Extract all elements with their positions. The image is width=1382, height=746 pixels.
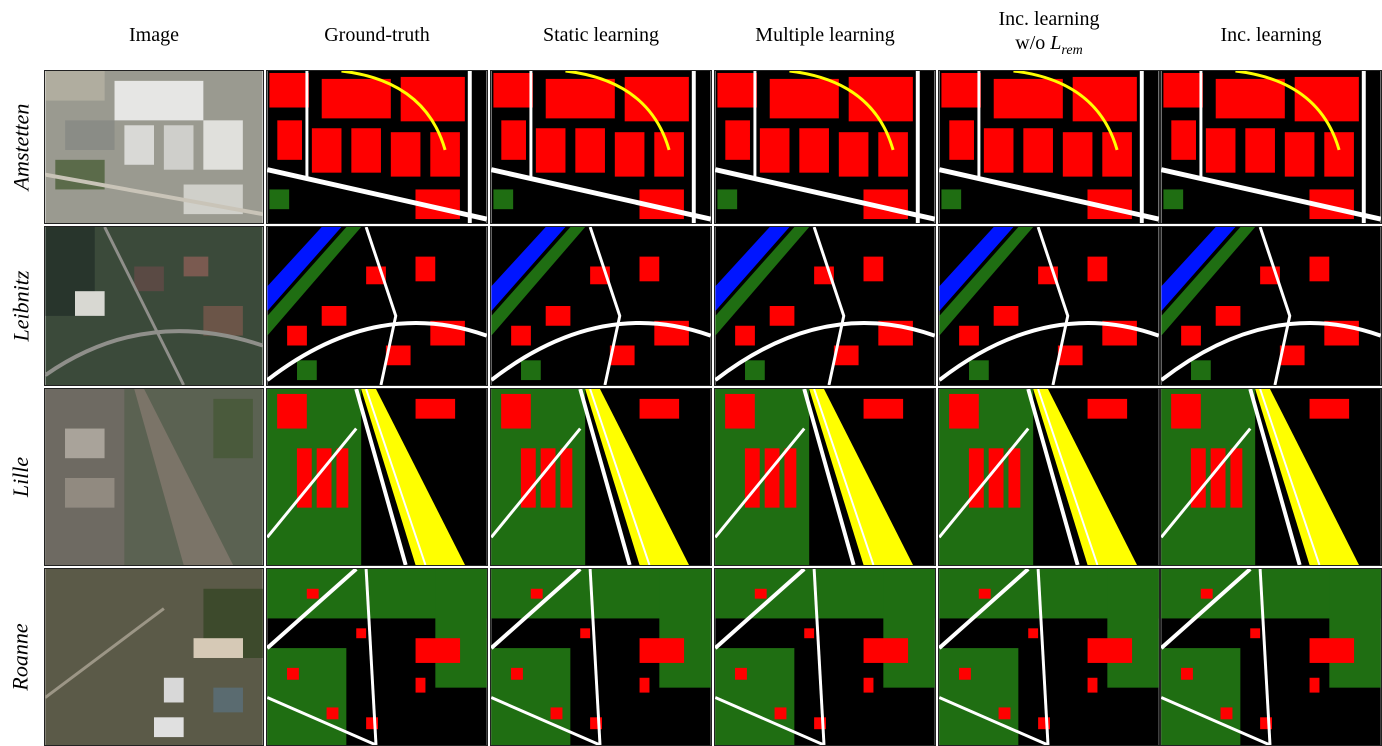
tile-amstetten-inc-learning-wo-lrem [938, 70, 1160, 224]
tile-lille-image [44, 388, 264, 566]
tile-amstetten-ground-truth [266, 70, 488, 224]
tile-leibnitz-ground-truth [266, 226, 488, 386]
header-line-2: w/o Lrem [1015, 32, 1083, 58]
tile-leibnitz-multiple-learning [714, 226, 936, 386]
tile-amstetten-static-learning [490, 70, 712, 224]
header-line-1: Inc. learning [998, 8, 1100, 30]
column-header-inc-learning-wo-lrem: Inc. learning w/o Lrem [938, 0, 1160, 70]
column-header-ground-truth: Ground-truth [324, 24, 430, 46]
tile-lille-inc-learning-wo-lrem [938, 388, 1160, 566]
tile-leibnitz-inc-learning-wo-lrem [938, 226, 1160, 386]
column-header-inc-learning: Inc. learning [1220, 24, 1322, 46]
tile-roanne-static-learning [490, 568, 712, 746]
row-label-amstetten: Amstetten [8, 103, 34, 191]
column-header-static-learning: Static learning [542, 24, 660, 46]
tile-amstetten-multiple-learning [714, 70, 936, 224]
column-header-multiple-learning: Multiple learning [755, 24, 895, 46]
tile-lille-ground-truth [266, 388, 488, 566]
tile-leibnitz-inc-learning [1160, 226, 1382, 386]
tile-roanne-inc-learning [1160, 568, 1382, 746]
tile-lille-inc-learning [1160, 388, 1382, 566]
tile-roanne-multiple-learning [714, 568, 936, 746]
tile-leibnitz-static-learning [490, 226, 712, 386]
tile-roanne-image [44, 568, 264, 746]
tile-roanne-ground-truth [266, 568, 488, 746]
tile-amstetten-inc-learning [1160, 70, 1382, 224]
row-label-lille: Lille [8, 456, 33, 498]
tile-roanne-inc-learning-wo-lrem [938, 568, 1160, 746]
tile-amstetten-image [44, 70, 264, 224]
row-label-leibnitz: Leibnitz [8, 270, 33, 342]
row-label-roanne: Roanne [8, 623, 34, 691]
tile-leibnitz-image [44, 226, 264, 386]
tile-lille-static-learning [490, 388, 712, 566]
tile-lille-multiple-learning [714, 388, 936, 566]
column-header-image: Image [129, 24, 179, 46]
